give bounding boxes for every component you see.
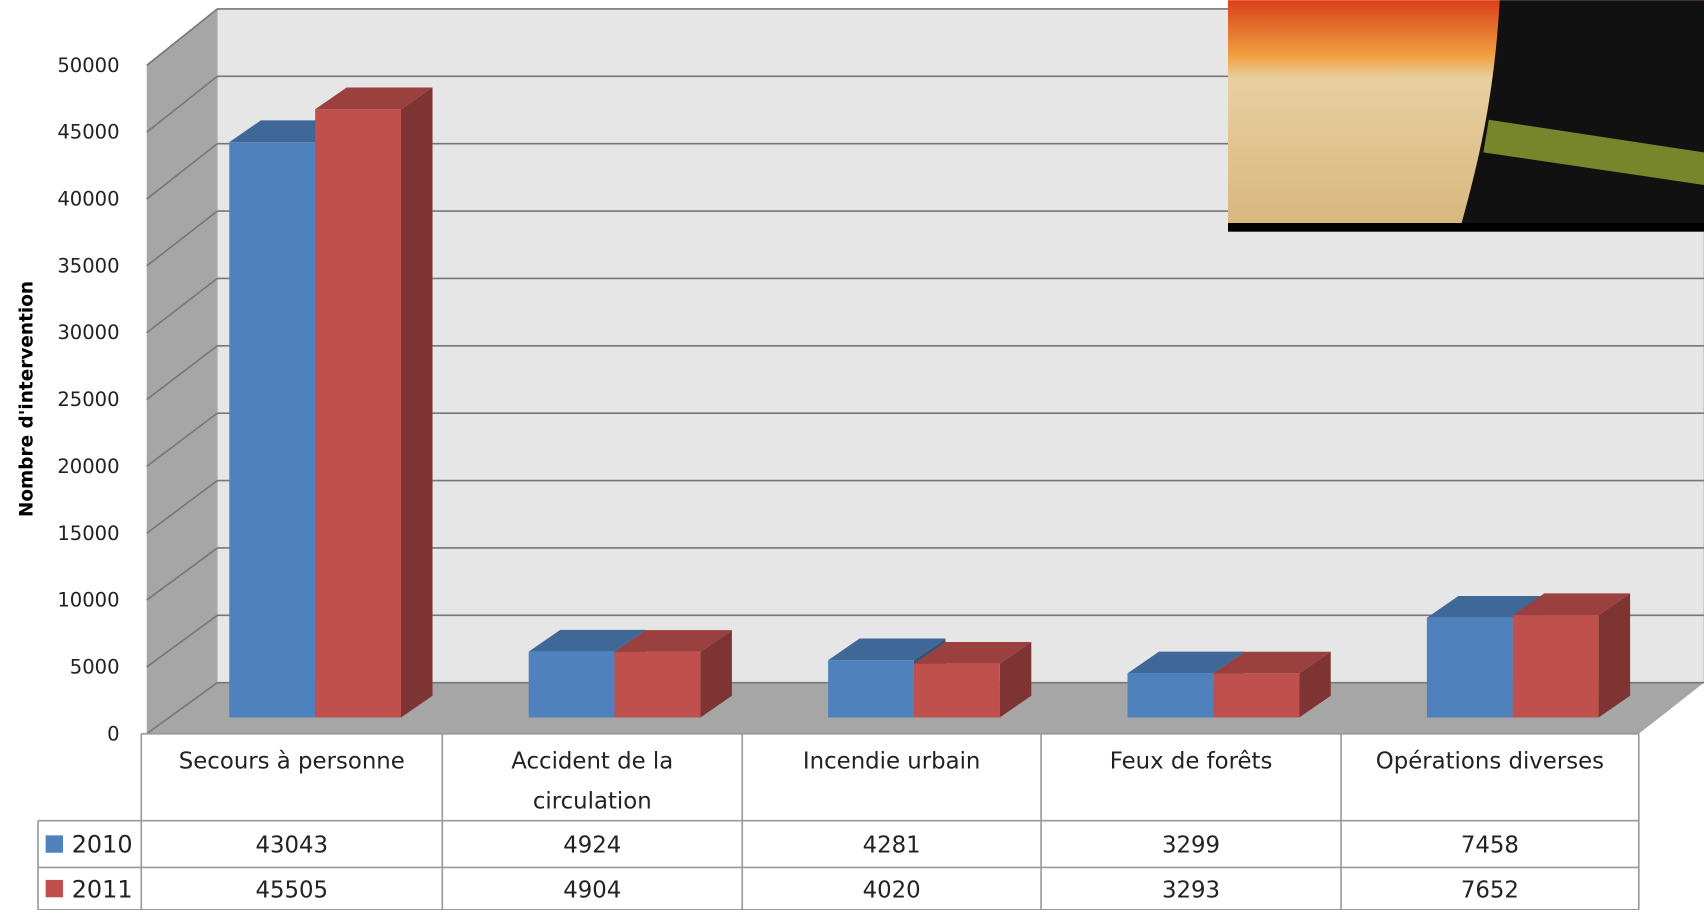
bar-front [1426,617,1513,718]
bar-top [828,638,946,661]
legend-label: 2011 [72,875,133,903]
x-category-label: Accident de la circulation [511,747,674,815]
bar-front [614,651,701,718]
bar-front [315,109,402,718]
y-tick-label: 45000 [57,121,119,144]
x-category-label-box: Accident de la circulation [511,747,674,815]
bar-top [528,629,647,652]
bar-side [999,641,1032,718]
x-category-label: Incendie urbain [802,747,981,774]
table-value: 7458 [1461,833,1519,859]
grid-line [146,210,218,267]
bar [913,641,1032,718]
x-category-label-box: Opérations diverses [1375,747,1605,774]
table-value: 4281 [863,833,921,859]
y-tick-label: 10000 [57,589,119,612]
y-axis-label: Nombre d'intervention [17,281,38,517]
bar-front [1213,673,1300,718]
table-value: 4904 [563,877,621,903]
x-category-label: Secours à personne [178,747,405,774]
bar-side [401,87,433,718]
legend-swatch [45,835,64,853]
bar-front [828,660,914,718]
grid-line [146,682,218,735]
grid-line [146,547,218,601]
grid-line [146,8,218,67]
bar-front [528,651,615,718]
bar-top [1127,651,1245,674]
y-tick-label: 0 [107,722,119,745]
photo-border [1228,222,1704,232]
bar [1213,651,1331,718]
bar-front [1127,673,1214,718]
legend-swatch [45,879,64,898]
grid-line [146,614,218,668]
bar-top [1213,651,1331,674]
y-tick-label: 35000 [57,254,119,277]
data-table: Secours à personne Accident de la circula… [37,732,1640,911]
y-tick-label: 40000 [57,188,119,211]
bar-top [1512,593,1631,616]
x-category-label-box: Incendie urbain [802,747,981,774]
y-tick-label: 20000 [57,455,119,478]
left-wall [146,8,218,734]
legend-label: 2010 [72,831,133,859]
table-value: 7652 [1461,877,1519,903]
x-category-label-box: Feux de forêts [1109,747,1273,774]
x-category-label: Feux de forêts [1109,747,1273,774]
bar-side [1299,651,1331,718]
bar [614,630,732,718]
bar [1512,593,1631,718]
y-tick-label: 25000 [57,388,119,411]
photo-figure [1461,0,1704,223]
table-value: 3299 [1162,833,1220,859]
x-category-label-box: Secours à personne [178,747,405,774]
bar-side [700,630,732,718]
grid-line [146,277,218,334]
grid-line [146,345,218,401]
grid-line [146,143,218,200]
y-tick-label: 15000 [57,522,119,545]
table-value: 43043 [255,833,328,859]
grid-line [146,75,218,133]
table-value: 45505 [255,877,328,903]
bar-front [1512,615,1599,718]
bar-top [1426,596,1545,618]
table-value: 4924 [563,833,621,859]
bar [315,87,433,718]
grid-line [146,479,218,534]
photo-stripe [1483,119,1704,185]
bar-front [229,142,316,718]
grid-line [146,412,218,468]
y-tick-label: 30000 [57,321,119,344]
y-tick-label: 5000 [70,655,120,678]
x-category-label: Opérations diverses [1375,747,1605,774]
bar-top [614,630,732,652]
bar-top [913,641,1032,664]
bar-front [913,663,1000,718]
table-value: 4020 [863,877,921,903]
table-value: 3293 [1162,877,1220,903]
y-tick-label: 50000 [57,54,119,77]
bar-side [1598,593,1631,718]
photo [1228,0,1704,232]
bar-top [315,87,433,110]
